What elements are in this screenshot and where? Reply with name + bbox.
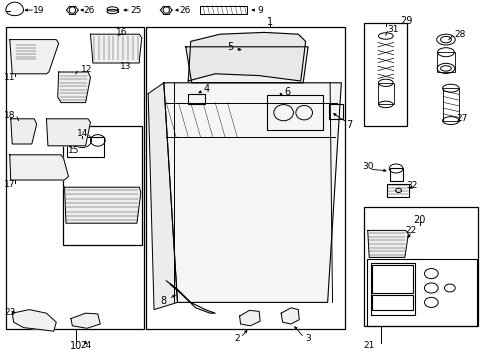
Polygon shape <box>10 40 59 74</box>
Text: 26: 26 <box>83 5 95 14</box>
Polygon shape <box>188 32 305 81</box>
Bar <box>366 259 476 326</box>
Polygon shape <box>10 155 68 180</box>
Text: 11: 11 <box>4 73 16 82</box>
Text: 27: 27 <box>455 114 467 123</box>
Text: 17: 17 <box>4 180 16 189</box>
Text: 31: 31 <box>386 25 398 34</box>
Bar <box>15 43 49 69</box>
Bar <box>371 265 412 293</box>
Polygon shape <box>185 47 307 83</box>
Text: 30: 30 <box>361 162 373 171</box>
Polygon shape <box>58 72 90 103</box>
Text: 24: 24 <box>80 341 91 350</box>
Text: 23: 23 <box>4 308 16 317</box>
Text: 20: 20 <box>412 215 425 225</box>
Polygon shape <box>46 119 90 146</box>
Bar <box>51 124 63 133</box>
Polygon shape <box>367 230 407 257</box>
Bar <box>200 6 246 14</box>
Polygon shape <box>163 83 341 302</box>
Text: 26: 26 <box>179 5 190 14</box>
Polygon shape <box>148 83 177 310</box>
Text: 22: 22 <box>404 226 416 235</box>
Bar <box>266 95 322 130</box>
Bar <box>188 94 205 104</box>
Polygon shape <box>11 119 37 144</box>
Text: 7: 7 <box>346 120 352 130</box>
Bar <box>364 207 477 326</box>
Bar <box>370 263 414 315</box>
Text: 10: 10 <box>69 341 82 351</box>
Text: 6: 6 <box>284 87 289 97</box>
Text: 32: 32 <box>405 181 417 190</box>
Bar <box>62 126 142 245</box>
Text: 25: 25 <box>130 5 142 14</box>
Bar <box>145 27 345 329</box>
Text: 12: 12 <box>81 65 93 74</box>
Text: 3: 3 <box>305 334 310 343</box>
Text: 9: 9 <box>257 5 263 14</box>
Bar <box>371 295 412 310</box>
Text: 1: 1 <box>267 17 273 27</box>
Bar <box>442 88 458 121</box>
Bar <box>386 184 408 197</box>
Polygon shape <box>71 313 100 328</box>
Text: 13: 13 <box>120 62 132 71</box>
Bar <box>389 168 403 181</box>
Text: 18: 18 <box>4 111 16 120</box>
Bar <box>67 137 104 157</box>
Bar <box>328 104 343 119</box>
Bar <box>364 23 407 126</box>
Text: 16: 16 <box>115 28 127 37</box>
Text: 14: 14 <box>76 129 88 138</box>
Text: 21: 21 <box>363 341 374 350</box>
Bar <box>24 158 32 174</box>
Text: 8: 8 <box>161 296 166 306</box>
Text: 19: 19 <box>33 5 45 14</box>
Polygon shape <box>90 34 142 63</box>
Polygon shape <box>64 187 141 223</box>
Polygon shape <box>12 310 56 331</box>
Bar <box>6 27 144 329</box>
Bar <box>14 158 21 174</box>
Text: 29: 29 <box>400 16 412 26</box>
Polygon shape <box>281 308 299 324</box>
Text: 2: 2 <box>233 334 239 343</box>
Bar <box>377 83 393 104</box>
Bar <box>66 124 78 133</box>
Text: 15: 15 <box>67 146 79 155</box>
Text: 4: 4 <box>203 84 209 94</box>
Text: 5: 5 <box>226 42 232 52</box>
Bar <box>16 45 36 61</box>
Polygon shape <box>239 310 260 326</box>
Text: 28: 28 <box>453 30 465 39</box>
Bar <box>436 52 454 72</box>
Bar <box>19 128 28 139</box>
